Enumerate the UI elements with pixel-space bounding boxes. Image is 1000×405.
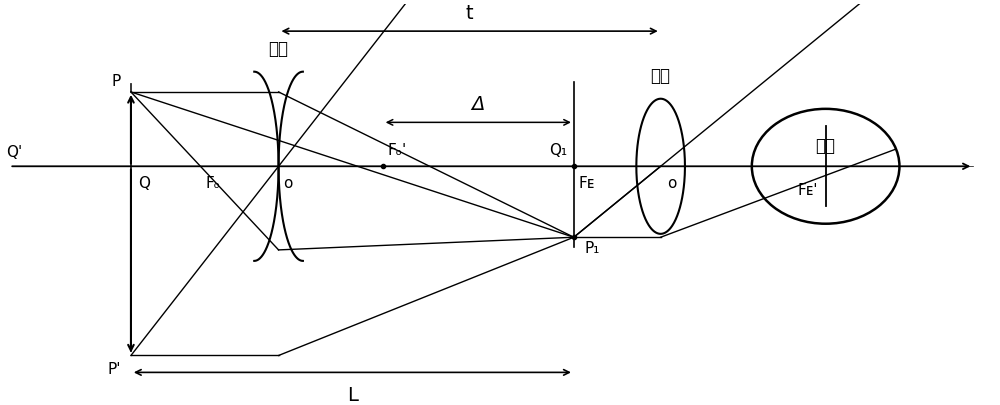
Text: Fₒ': Fₒ' xyxy=(387,143,406,158)
Text: P: P xyxy=(111,74,121,89)
Text: o: o xyxy=(283,177,292,192)
Text: Q': Q' xyxy=(6,145,22,160)
Text: Q: Q xyxy=(138,177,150,192)
Text: 人眼: 人眼 xyxy=(816,137,836,155)
Text: Q₁: Q₁ xyxy=(549,143,567,158)
Text: Fₒ: Fₒ xyxy=(206,177,221,192)
Text: L: L xyxy=(347,386,358,405)
Text: P': P' xyxy=(107,362,121,377)
Text: P₁: P₁ xyxy=(584,241,600,256)
Text: Fᴇ: Fᴇ xyxy=(578,177,594,192)
Text: Δ: Δ xyxy=(472,95,485,114)
Text: Fᴇ': Fᴇ' xyxy=(798,183,818,198)
Text: 物镜: 物镜 xyxy=(269,40,289,58)
Text: 目镜: 目镜 xyxy=(651,67,671,85)
Text: o: o xyxy=(668,177,677,192)
Text: t: t xyxy=(466,4,473,23)
